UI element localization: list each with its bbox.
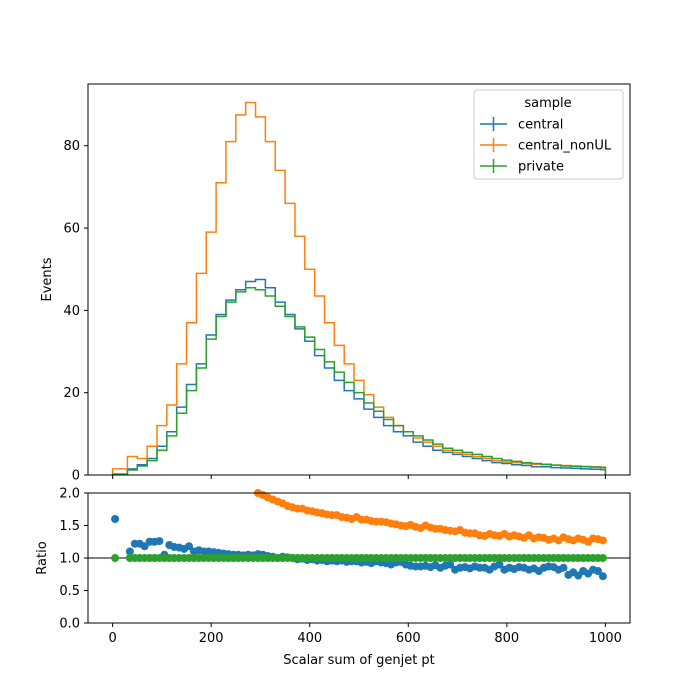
legend-entry-central_nonUL: central_nonUL (480, 138, 612, 154)
ratio-point-central (111, 515, 120, 523)
legend-entry-central: central (480, 117, 563, 133)
ratio-point-central_nonUL (598, 536, 607, 545)
legend-title: sample (524, 96, 571, 111)
ratio-panel: 0 200 400 600 800 1000 0.0 0.5 1.0 1.5 2.0 Ratio S… (35, 487, 631, 668)
ratio-point-central (125, 547, 134, 556)
histogram-ticks: 0 20 40 60 80 (63, 139, 606, 484)
ratio-series-central_nonUL (253, 489, 607, 546)
ratio-x-axis-label: Scalar sum of genjet pt (283, 653, 435, 668)
histogram-panel: 0 20 40 60 80 Events sample central central_n… (40, 83, 631, 484)
ratio-y-tick-label: 0.0 (59, 617, 80, 632)
histogram-y-tick-label: 20 (63, 386, 80, 401)
histogram-y-tick-label: 0 (72, 469, 80, 484)
histogram-y-tick-label: 80 (63, 139, 80, 154)
legend-label: private (518, 160, 564, 175)
histogram-y-tick-label: 60 (63, 222, 80, 237)
ratio-y-tick-label: 1.0 (59, 552, 80, 567)
ratio-x-tick-label: 800 (494, 631, 519, 646)
legend-label: central (518, 118, 563, 133)
ratio-point-private (598, 554, 607, 562)
ratio-ticks: 0 200 400 600 800 1000 0.0 0.5 1.0 1.5 2.0 (59, 487, 622, 647)
legend-box (473, 89, 624, 180)
ratio-x-tick-label: 0 (108, 631, 116, 646)
ratio-point-central (155, 537, 164, 546)
ratio-point-central (598, 572, 607, 581)
ratio-point-central (446, 560, 455, 569)
histogram-series-layer (111, 101, 607, 475)
histogram-axes-frame (87, 83, 631, 476)
ratio-y-tick-label: 0.5 (59, 584, 80, 599)
ratio-y-tick-label: 1.5 (59, 519, 80, 534)
ratio-point-central (495, 560, 504, 569)
ratio-x-tick-label: 400 (297, 631, 322, 646)
ratio-point-central (559, 563, 568, 572)
ratio-point-private (111, 554, 120, 562)
ratio-x-tick-label: 1000 (589, 631, 622, 646)
ratio-series-private (111, 554, 607, 562)
ratio-series-layer (88, 489, 630, 581)
ratio-y-axis-label: Ratio (35, 541, 50, 574)
legend-label: central_nonUL (518, 139, 612, 154)
ratio-point-central (593, 567, 602, 575)
ratio-point-central (185, 542, 194, 551)
histogram-y-tick-label: 40 (63, 304, 80, 319)
histogram-series-private (111, 286, 607, 475)
ratio-x-tick-label: 200 (199, 631, 224, 646)
histogram-y-axis-label: Events (40, 257, 55, 301)
legend-entry-private: private (480, 159, 564, 175)
ratio-x-tick-label: 600 (396, 631, 421, 646)
ratio-y-tick-label: 2.0 (59, 487, 80, 502)
